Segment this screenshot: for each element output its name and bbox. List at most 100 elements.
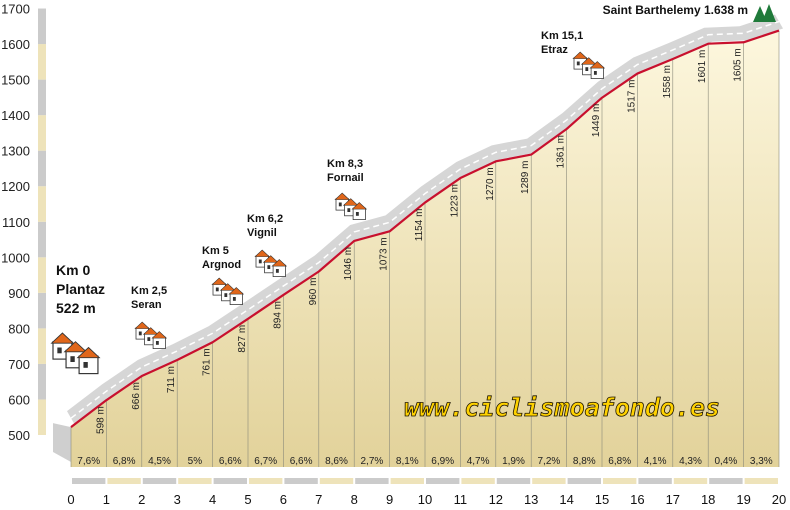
summit-label: Saint Barthelemy 1.638 m (603, 3, 748, 17)
place-label: Km 8,3 Fornail (327, 158, 364, 184)
y-tick-label: 800 (8, 321, 30, 336)
house-roof (228, 287, 245, 295)
profile-side-face (53, 423, 71, 462)
x-tick-label: 11 (454, 492, 468, 507)
x-tick-label: 3 (174, 492, 181, 507)
house-roof (219, 283, 236, 291)
tree-shape (753, 6, 767, 22)
house-window (355, 212, 359, 216)
gradient-label: 6,6% (290, 456, 313, 467)
house-wall (352, 207, 366, 220)
start-label-line: Km 0 (56, 262, 90, 278)
x-axis: 0 1 2 3 4 5 6 7 8 9 10 11 12 13 14 15 16 17 18 19 20 (67, 478, 786, 507)
house-roof (134, 321, 151, 329)
x-tick-label: 14 (559, 492, 573, 507)
y-tick-label: 600 (8, 392, 30, 407)
x-tick-label: 16 (630, 492, 644, 507)
x-axis-segment (249, 478, 283, 484)
place-label: Km 15,1 Etraz (541, 30, 583, 56)
profile-polyline (70, 29, 780, 429)
house-roof (76, 346, 101, 359)
x-axis-segment (142, 478, 177, 484)
y-axis-band (38, 221, 46, 258)
altitude-label: 1046 m (343, 247, 354, 280)
altitude-label: 666 m (131, 382, 142, 410)
house-window (593, 71, 597, 75)
y-tick-label: 500 (8, 428, 30, 443)
y-tick-label: 700 (8, 357, 30, 372)
x-tick-label: 4 (209, 492, 216, 507)
x-tick-label: 2 (138, 492, 145, 507)
altitude-label: 827 m (237, 325, 248, 353)
house-window (576, 61, 580, 66)
altitude-label: 1517 m (626, 80, 637, 113)
house-wall (229, 292, 243, 305)
y-tick-label: 1700 (1, 2, 30, 17)
x-tick-label: 6 (280, 492, 287, 507)
y-axis: 500 600 700 800 900 1000 1100 1200 1300 1400 1500 1… (1, 2, 30, 443)
village-icon (254, 249, 288, 277)
x-tick-label: 17 (666, 492, 680, 507)
house-roof (254, 249, 271, 257)
house-window (155, 341, 159, 345)
place-label: Km 2,5 Seran (131, 285, 167, 311)
house-roof (211, 277, 228, 285)
website-watermark: www.ciclismoafondo.es (404, 393, 721, 423)
x-tick-label: 19 (736, 492, 750, 507)
x-axis-segment (284, 478, 318, 484)
gradient-label: 8,6% (325, 456, 348, 467)
altitude-label: 711 m (166, 366, 177, 393)
start-label-line: 522 m (56, 300, 96, 316)
altitude-label: 1223 m (449, 184, 460, 217)
altitude-label: 1605 m (733, 48, 744, 81)
gradient-label: 6,6% (219, 456, 242, 467)
house-wall (590, 66, 604, 79)
x-axis-segment (638, 478, 672, 484)
x-axis-segment (603, 478, 637, 484)
house-window (338, 202, 342, 207)
house-roof (151, 331, 168, 339)
y-axis-bar (38, 8, 46, 435)
gradient-label: 6,8% (608, 456, 631, 467)
x-tick-label: 15 (595, 492, 609, 507)
gradient-labels: 7,6% 6,8% 4,5% 5% 6,6% 6,7% 6,6% 8,6% 2,7% 8,1% 6,… (77, 456, 773, 467)
gradient-label: 2,7% (361, 456, 384, 467)
x-axis-segment (390, 478, 424, 484)
house-window (232, 297, 236, 301)
place-label-line: Seran (131, 299, 162, 311)
summit-tree-icon (753, 4, 776, 22)
place-label-line: Km 8,3 (327, 158, 363, 170)
house-roof (50, 332, 75, 344)
y-tick-label: 1600 (1, 37, 30, 52)
x-tick-label: 12 (489, 492, 503, 507)
x-axis-segment (426, 478, 460, 484)
house-window (267, 265, 271, 269)
km-gridlines (70, 30, 780, 467)
gradient-label: 7,2% (538, 456, 561, 467)
village-icons (50, 51, 606, 375)
gradient-label: 0,4% (715, 456, 738, 467)
road-center-line (70, 20, 780, 419)
x-tick-label: 8 (351, 492, 358, 507)
altitude-label: 960 m (308, 278, 319, 306)
house-window (138, 331, 142, 336)
altitude-label: 1073 m (379, 237, 390, 270)
house-roof (572, 51, 589, 59)
tree-shape (762, 4, 776, 22)
y-tick-label: 1200 (1, 179, 30, 194)
y-axis-band (38, 8, 46, 45)
gradient-label: 4,5% (148, 456, 171, 467)
gradient-label: 6,8% (113, 456, 136, 467)
house-wall (152, 336, 166, 349)
y-axis-band (38, 257, 46, 293)
house-roof (342, 198, 359, 206)
gradient-label: 8,8% (573, 456, 596, 467)
village-icon-plantaz (50, 332, 101, 375)
house-window (585, 67, 589, 71)
y-axis-band (38, 328, 46, 364)
gradient-label: 7,6% (77, 456, 100, 467)
house-window (275, 269, 279, 273)
house-roof (351, 202, 368, 210)
altitude-label: 1449 m (591, 104, 602, 137)
